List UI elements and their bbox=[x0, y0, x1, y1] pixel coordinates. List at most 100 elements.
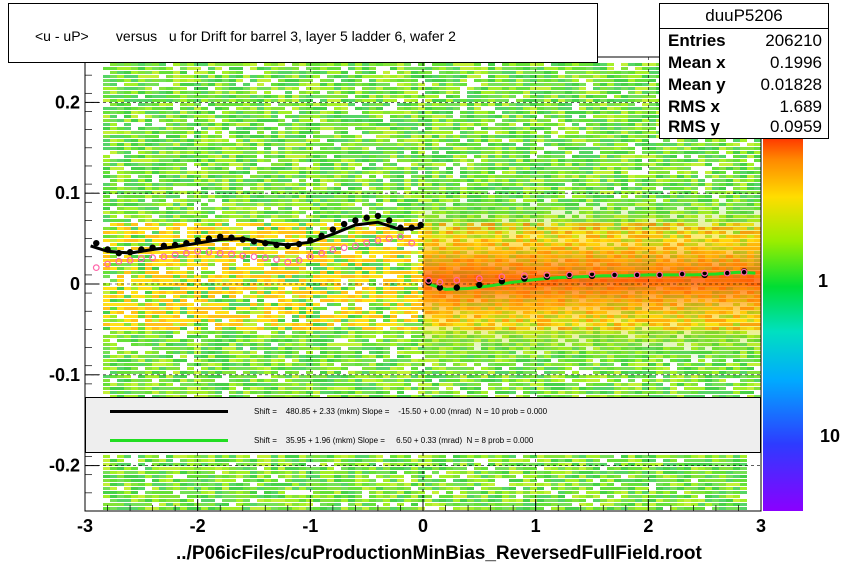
heatmap-cell bbox=[446, 147, 453, 150]
heatmap-cell bbox=[467, 71, 474, 74]
heatmap-cell bbox=[348, 143, 355, 146]
heatmap-cell bbox=[663, 175, 670, 178]
heatmap-cell bbox=[222, 295, 229, 298]
heatmap-cell bbox=[138, 187, 145, 190]
heatmap-cell bbox=[236, 71, 243, 74]
heatmap-cell bbox=[320, 183, 327, 186]
heatmap-cell bbox=[236, 99, 243, 102]
heatmap-cell bbox=[334, 199, 341, 202]
heatmap-cell bbox=[180, 207, 187, 210]
heatmap-cell bbox=[173, 263, 180, 266]
heatmap-cell bbox=[684, 139, 691, 142]
heatmap-cell bbox=[306, 99, 313, 102]
heatmap-cell bbox=[418, 119, 425, 122]
heatmap-cell bbox=[334, 111, 341, 114]
heatmap-cell bbox=[208, 119, 215, 122]
heatmap-cell bbox=[404, 103, 411, 106]
heatmap-cell bbox=[208, 235, 215, 238]
heatmap-cell bbox=[236, 79, 243, 82]
heatmap-cell bbox=[383, 75, 390, 78]
heatmap-cell bbox=[411, 295, 418, 298]
heatmap-cell bbox=[348, 215, 355, 218]
heatmap-cell bbox=[306, 91, 313, 94]
heatmap-cell bbox=[509, 167, 516, 170]
heatmap-cell bbox=[327, 163, 334, 166]
heatmap-cell bbox=[327, 119, 334, 122]
heatmap-cell bbox=[509, 171, 516, 174]
heatmap-cell bbox=[159, 235, 166, 238]
heatmap-cell bbox=[376, 247, 383, 250]
heatmap-cell bbox=[215, 279, 222, 282]
heatmap-cell bbox=[635, 155, 642, 158]
heatmap-cell bbox=[173, 179, 180, 182]
heatmap-cell bbox=[397, 259, 404, 262]
heatmap-cell bbox=[390, 171, 397, 174]
heatmap-cell bbox=[348, 211, 355, 214]
heatmap-cell bbox=[180, 259, 187, 262]
heatmap-cell bbox=[747, 187, 754, 190]
heatmap-cell bbox=[607, 183, 614, 186]
heatmap-cell bbox=[551, 179, 558, 182]
heatmap-cell bbox=[152, 187, 159, 190]
heatmap-cell bbox=[523, 83, 530, 86]
heatmap-cell bbox=[600, 75, 607, 78]
heatmap-cell bbox=[103, 287, 110, 290]
heatmap-cell bbox=[299, 275, 306, 278]
heatmap-cell bbox=[705, 163, 712, 166]
heatmap-cell bbox=[250, 203, 257, 206]
heatmap-cell bbox=[523, 131, 530, 134]
heatmap-cell bbox=[264, 195, 271, 198]
heatmap-cell bbox=[313, 263, 320, 266]
heatmap-cell bbox=[124, 155, 131, 158]
heatmap-cell bbox=[586, 75, 593, 78]
heatmap-cell bbox=[348, 119, 355, 122]
heatmap-cell bbox=[593, 119, 600, 122]
heatmap-cell bbox=[369, 291, 376, 294]
heatmap-cell bbox=[614, 135, 621, 138]
heatmap-cell bbox=[243, 155, 250, 158]
heatmap-cell bbox=[327, 151, 334, 154]
heatmap-cell bbox=[110, 235, 117, 238]
heatmap-cell bbox=[173, 159, 180, 162]
heatmap-cell bbox=[754, 187, 761, 190]
heatmap-cell bbox=[201, 143, 208, 146]
heatmap-cell bbox=[572, 87, 579, 90]
heatmap-cell bbox=[180, 115, 187, 118]
heatmap-cell bbox=[565, 175, 572, 178]
heatmap-cell bbox=[523, 123, 530, 126]
heatmap-cell bbox=[551, 123, 558, 126]
heatmap-cell bbox=[432, 147, 439, 150]
heatmap-cell bbox=[362, 139, 369, 142]
heatmap-cell bbox=[390, 175, 397, 178]
heatmap-cell bbox=[201, 91, 208, 94]
heatmap-cell bbox=[299, 111, 306, 114]
heatmap-cell bbox=[446, 107, 453, 110]
heatmap-cell bbox=[607, 187, 614, 190]
heatmap-cell bbox=[502, 111, 509, 114]
heatmap-cell bbox=[628, 131, 635, 134]
heatmap-cell bbox=[544, 135, 551, 138]
heatmap-cell bbox=[383, 295, 390, 298]
heatmap-cell bbox=[593, 143, 600, 146]
heatmap-cell bbox=[285, 291, 292, 294]
heatmap-cell bbox=[425, 187, 432, 190]
heatmap-cell bbox=[411, 139, 418, 142]
heatmap-cell bbox=[467, 187, 474, 190]
heatmap-cell bbox=[131, 283, 138, 286]
heatmap-cell bbox=[712, 155, 719, 158]
heatmap-cell bbox=[404, 119, 411, 122]
heatmap-cell bbox=[565, 87, 572, 90]
heatmap-cell bbox=[418, 179, 425, 182]
heatmap-cell bbox=[264, 207, 271, 210]
heatmap-cell bbox=[502, 115, 509, 118]
heatmap-cell bbox=[628, 63, 635, 66]
heatmap-cell bbox=[383, 103, 390, 106]
heatmap-cell bbox=[257, 191, 264, 194]
heatmap-cell bbox=[740, 147, 747, 150]
heatmap-cell bbox=[348, 275, 355, 278]
heatmap-cell bbox=[159, 159, 166, 162]
heatmap-cell bbox=[537, 175, 544, 178]
heatmap-cell bbox=[705, 139, 712, 142]
heatmap-cell bbox=[537, 107, 544, 110]
heatmap-cell bbox=[495, 143, 502, 146]
